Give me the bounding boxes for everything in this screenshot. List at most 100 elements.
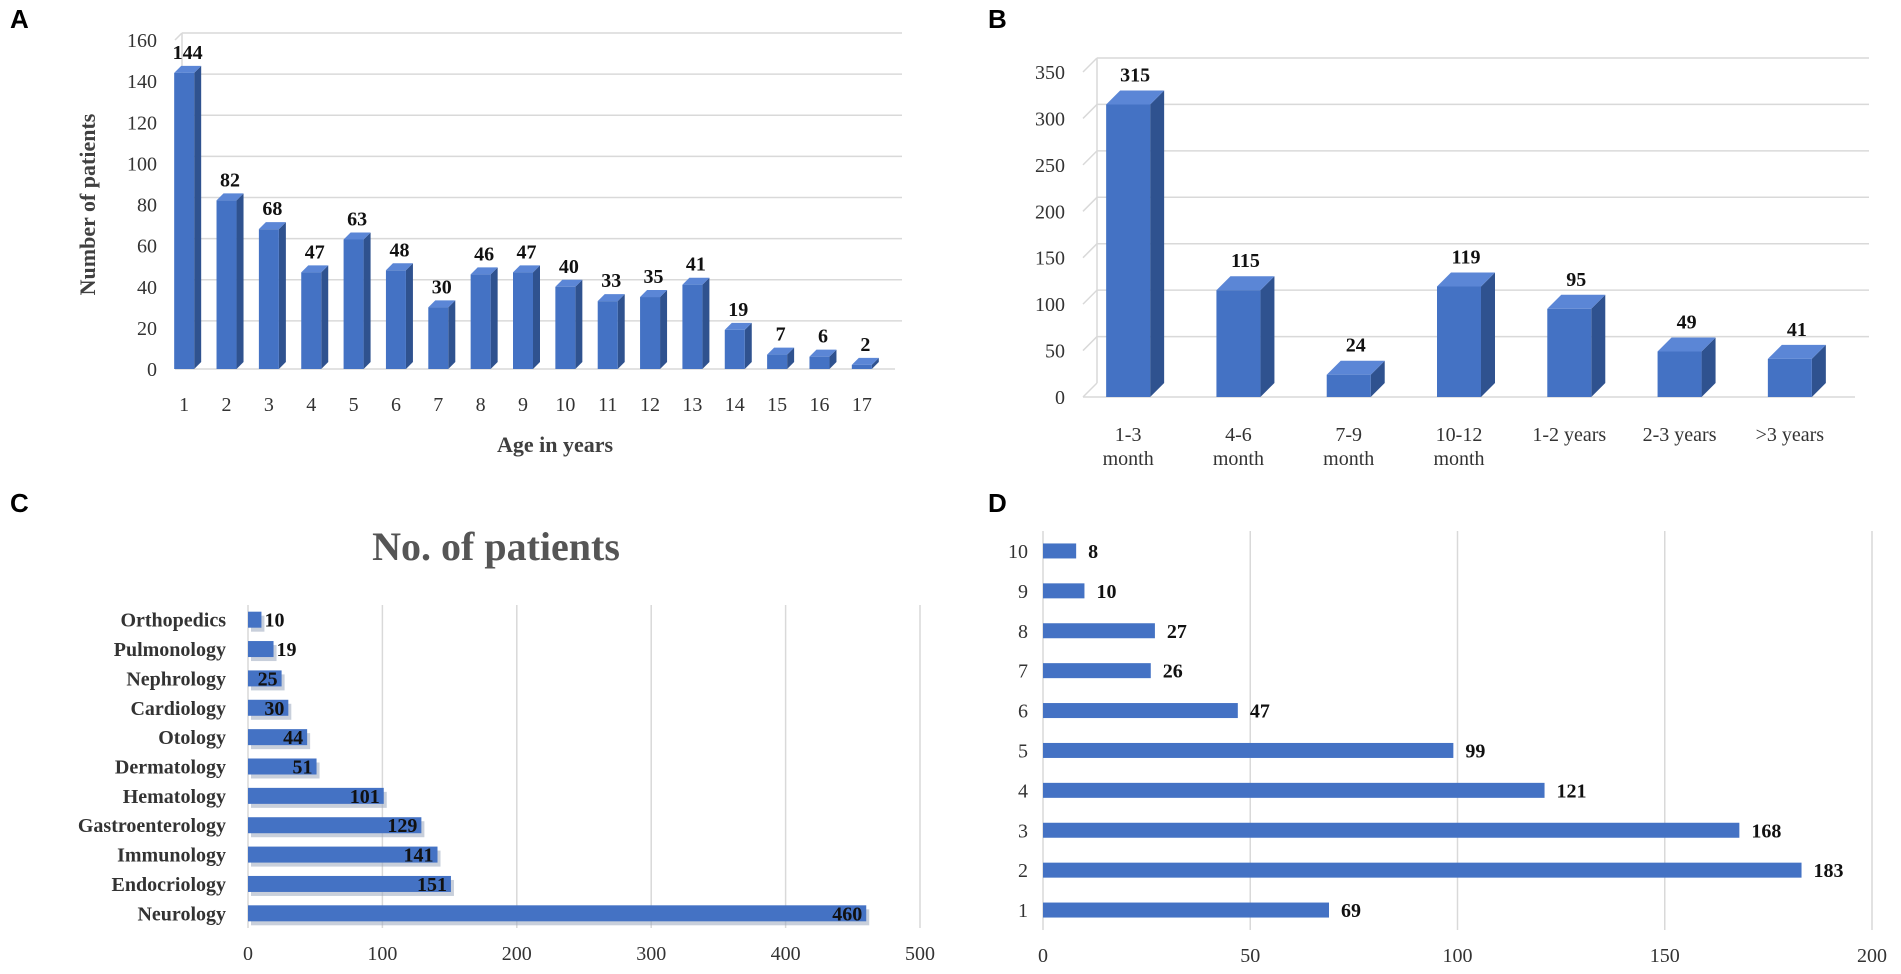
data-label: 69 (1341, 900, 1361, 922)
y-tick-label: 100 (1035, 294, 1065, 316)
y-tick-label: 0 (1055, 387, 1065, 409)
bar (248, 846, 441, 867)
bar-side (405, 263, 413, 369)
y-tick-label: Nephrology (126, 668, 226, 690)
bar-side (363, 232, 371, 369)
bar (248, 641, 277, 662)
x-tick-label: 1-2 years (1532, 424, 1606, 446)
x-tick-line: 13 (682, 394, 702, 416)
y-tick-label: Immunology (117, 845, 226, 867)
x-tick-line: 12 (640, 394, 660, 416)
x-tick-label: 12 (640, 394, 660, 416)
bar (1043, 623, 1155, 639)
bar (470, 267, 498, 369)
x-tick-line: 14 (725, 394, 745, 416)
bar-front (174, 72, 195, 370)
gridline-depth (174, 32, 183, 41)
y-tick-label: 2 (1018, 860, 1028, 882)
bar-fill (1043, 782, 1545, 798)
bar-side (1811, 344, 1826, 397)
y-tick-label: 140 (127, 71, 157, 93)
bar (724, 322, 752, 369)
bar-side (1150, 90, 1165, 397)
bar-fill (248, 875, 451, 892)
x-tick-label: 0 (1038, 945, 1048, 967)
panel-label-a: A (10, 4, 29, 34)
y-tick-label: 3 (1018, 820, 1028, 842)
bar (301, 265, 329, 369)
x-tick-line: 1-3 (1115, 424, 1142, 446)
bar (640, 290, 668, 369)
x-tick-line: 10 (555, 394, 575, 416)
bar-front (682, 284, 703, 369)
bar-top (301, 265, 329, 273)
bar-front (301, 272, 322, 369)
bar-top (428, 300, 456, 308)
bar-top (724, 322, 752, 330)
y-tick-label: 300 (1035, 108, 1065, 130)
bar (1043, 583, 1085, 599)
data-label: 47 (517, 241, 537, 263)
x-tick-line: 15 (767, 394, 787, 416)
bar-top (1767, 344, 1826, 359)
data-label: 115 (1231, 250, 1260, 272)
bar (1106, 90, 1165, 397)
bar (248, 611, 265, 632)
bar-side (490, 267, 498, 369)
data-label: 33 (601, 270, 621, 292)
x-tick-label: 14 (725, 394, 745, 416)
gridline-depth (1082, 57, 1098, 73)
data-label: 30 (264, 698, 284, 720)
data-label: 19 (277, 639, 297, 661)
bar-top (1216, 276, 1275, 291)
bar-fill (1043, 623, 1155, 639)
data-label: 119 (1452, 247, 1481, 269)
bar-front (216, 200, 237, 369)
bar-top (809, 349, 837, 357)
bar-top (597, 294, 625, 302)
x-tick-line: 5 (349, 394, 359, 416)
bar-fill (1043, 862, 1802, 878)
bar-side (1260, 276, 1275, 397)
bar (248, 787, 387, 808)
bar-side (1591, 294, 1606, 397)
bar-front (513, 272, 533, 369)
data-label: 82 (220, 169, 240, 191)
bar-side (1481, 272, 1495, 397)
bar-top (1106, 90, 1165, 105)
bar-side (1701, 337, 1716, 397)
bar (258, 222, 286, 369)
data-label: 40 (559, 256, 579, 278)
bar-top (343, 232, 371, 240)
x-tick-line: 7 (433, 394, 443, 416)
x-tick-line: 3 (264, 394, 274, 416)
x-tick-label: 300 (636, 943, 666, 965)
bar-front (428, 307, 449, 369)
bar-fill (248, 699, 289, 716)
bar (1043, 543, 1077, 559)
x-tick-label: 1 (179, 394, 189, 416)
bar (248, 905, 870, 926)
bar (1043, 862, 1802, 878)
bar-fill (248, 817, 422, 834)
x-tick-line: 10-12 (1436, 424, 1483, 446)
x-tick-line: >3 years (1756, 424, 1825, 446)
bar-front (343, 239, 364, 369)
bar-side (575, 279, 583, 369)
x-tick-line: 16 (809, 394, 829, 416)
y-tick-label: 9 (1018, 581, 1028, 603)
bar-front (1657, 351, 1702, 397)
data-label: 315 (1120, 65, 1150, 87)
bar-front (555, 286, 576, 369)
bar-fill (1043, 703, 1238, 719)
bar-side (787, 347, 795, 369)
x-tick-label: 16 (809, 394, 829, 416)
bar-side (448, 300, 456, 369)
x-tick-line: 6 (391, 394, 401, 416)
x-tick-label: 4 (306, 394, 316, 416)
bar (1326, 360, 1385, 397)
data-label: 8 (1088, 541, 1098, 563)
bar (851, 357, 879, 369)
bar-side (236, 193, 244, 369)
y-tick-label: 5 (1018, 740, 1028, 762)
